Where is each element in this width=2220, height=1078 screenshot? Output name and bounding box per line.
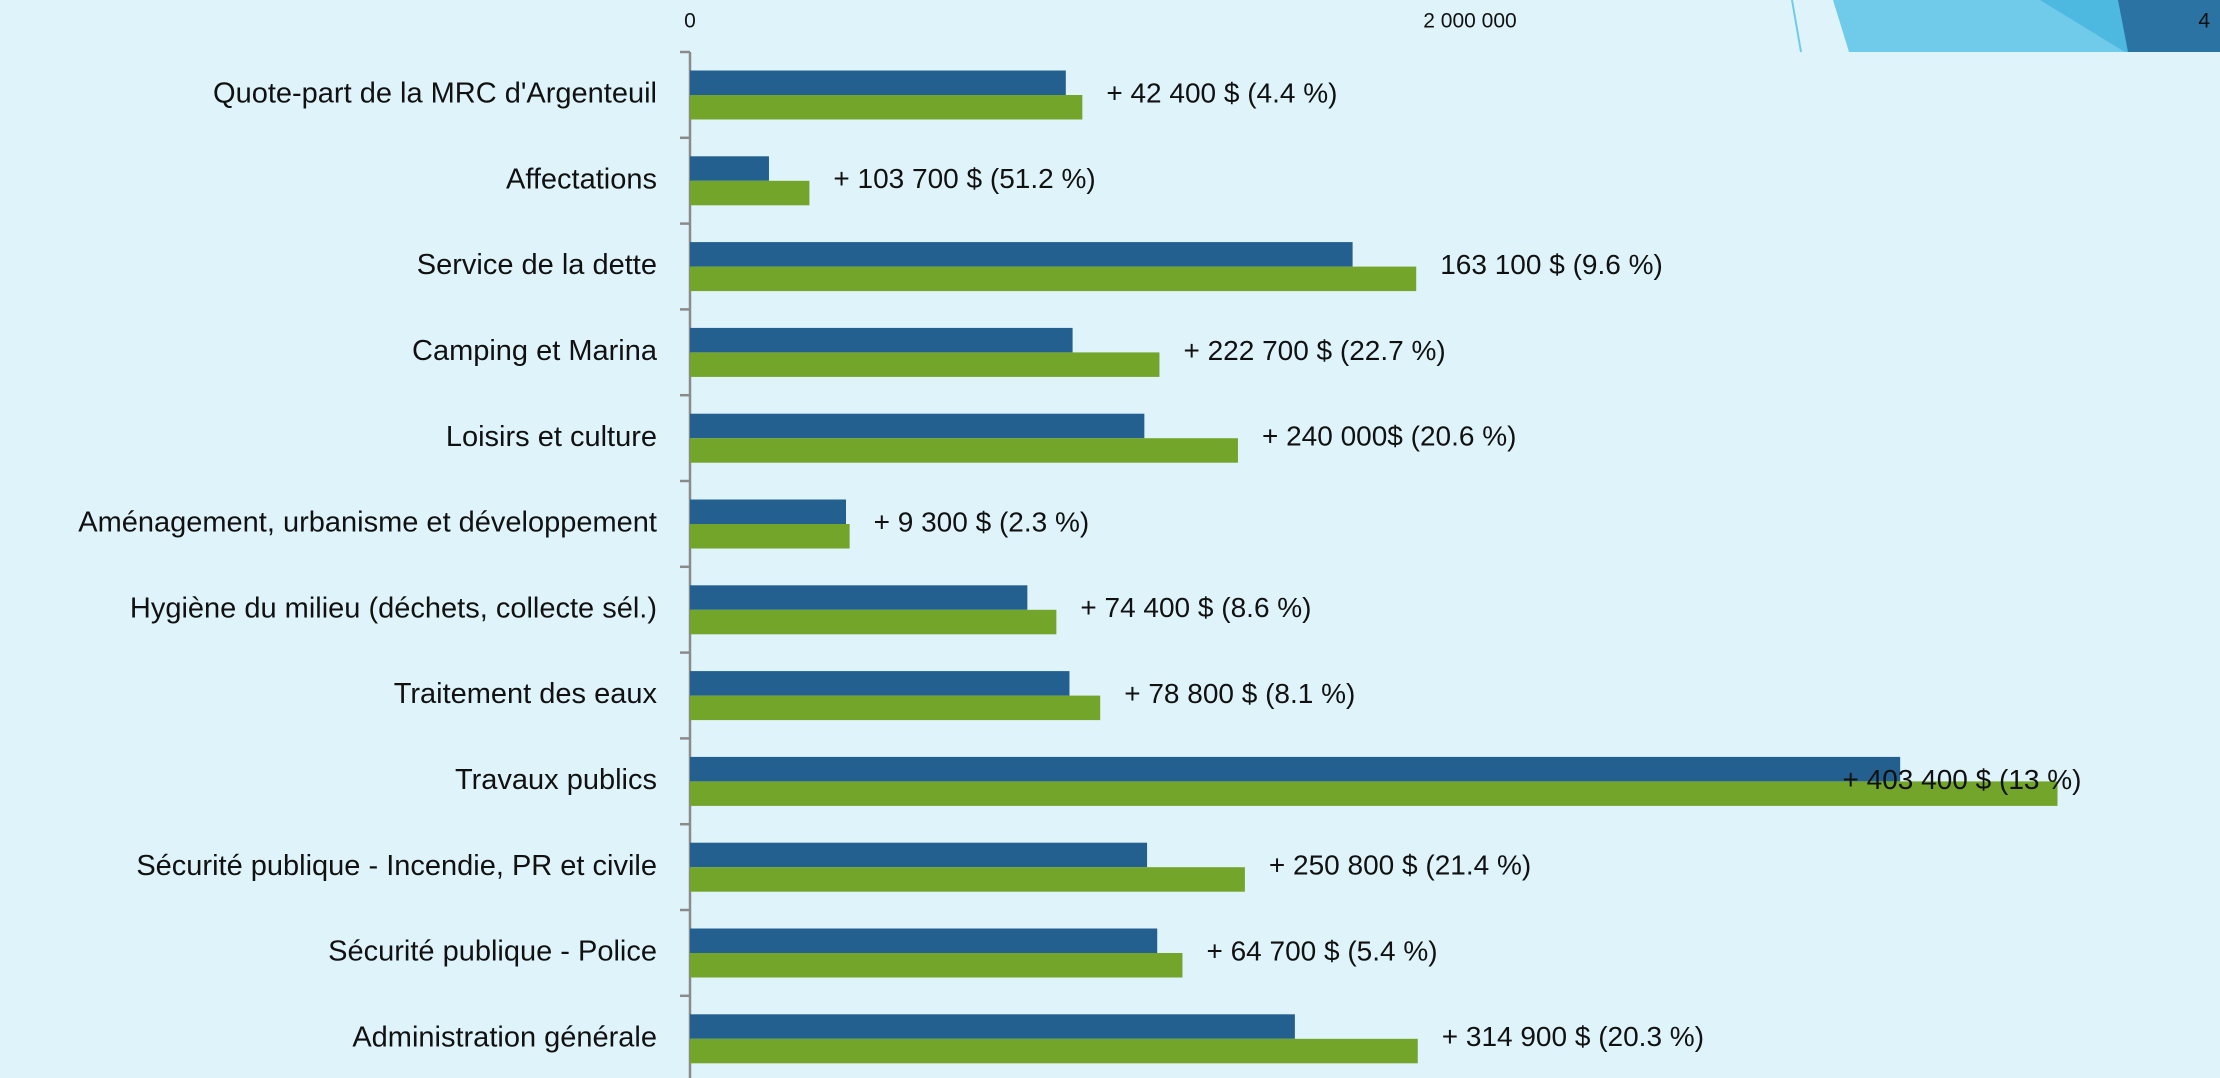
- annotation: + 78 800 $ (8.1 %): [1124, 678, 1355, 709]
- bar: [690, 585, 1028, 610]
- bar: [690, 70, 1066, 95]
- annotation: + 222 700 $ (22.7 %): [1183, 335, 1445, 366]
- bar: [690, 953, 1183, 978]
- y-tick-label: Affectations: [506, 163, 657, 195]
- y-tick-label: Sécurité publique - Incendie, PR et civi…: [136, 850, 657, 882]
- bar: [690, 413, 1145, 439]
- annotation: + 314 900 $ (20.3 %): [1442, 1021, 1704, 1052]
- y-tick-label: Camping et Marina: [412, 335, 658, 367]
- page-number: 4: [2198, 10, 2210, 33]
- bar: [690, 756, 1901, 782]
- annotation: + 9 300 $ (2.3 %): [874, 506, 1090, 537]
- y-tick-label: Hygiène du milieu (déchets, collecte sél…: [130, 592, 657, 624]
- bar: [690, 524, 850, 549]
- bar: [690, 842, 1148, 868]
- bar: [690, 156, 769, 181]
- bar: [690, 609, 1057, 635]
- annotation: + 103 700 $ (51.2 %): [833, 163, 1095, 194]
- y-tick-label: Administration générale: [352, 1021, 657, 1053]
- y-tick-label: Traitement des eaux: [394, 678, 658, 710]
- bar: [690, 95, 1083, 120]
- y-tick-label: Aménagement, urbanisme et développement: [78, 507, 657, 539]
- bar: [690, 327, 1073, 353]
- y-tick-label: Quote-part de la MRC d'Argenteuil: [213, 78, 657, 110]
- bar: [690, 928, 1158, 953]
- decoration: [2118, 0, 2220, 52]
- y-tick-label: Travaux publics: [455, 764, 657, 796]
- annotation: + 250 800 $ (21.4 %): [1269, 850, 1531, 881]
- annotation: + 240 000$ (20.6 %): [1262, 421, 1517, 452]
- annotation: 163 100 $ (9.6 %): [1440, 249, 1663, 280]
- annotation: + 403 400 $ (13 %): [1843, 764, 2082, 795]
- annotation: + 42 400 $ (4.4 %): [1106, 77, 1337, 108]
- bar: [690, 1014, 1295, 1039]
- x-tick-label: 0: [684, 10, 696, 33]
- bar: [690, 352, 1160, 377]
- y-tick-label: Service de la dette: [417, 249, 657, 281]
- y-tick-label: Sécurité publique - Police: [328, 936, 657, 968]
- bar: [690, 867, 1245, 892]
- bar: [690, 671, 1070, 696]
- annotation: + 64 700 $ (5.4 %): [1206, 935, 1437, 966]
- x-tick-label: 2 000 000: [1423, 10, 1516, 33]
- bar: [690, 242, 1353, 267]
- bar: [690, 499, 846, 524]
- bar: [690, 266, 1417, 292]
- bar: [690, 781, 2058, 806]
- bar: [690, 1038, 1418, 1064]
- decoration: [1791, 0, 1802, 53]
- bar: [690, 438, 1238, 463]
- bar: [690, 695, 1101, 721]
- bar: [690, 180, 810, 206]
- y-tick-label: Loisirs et culture: [446, 421, 657, 453]
- annotation: + 74 400 $ (8.6 %): [1080, 592, 1311, 623]
